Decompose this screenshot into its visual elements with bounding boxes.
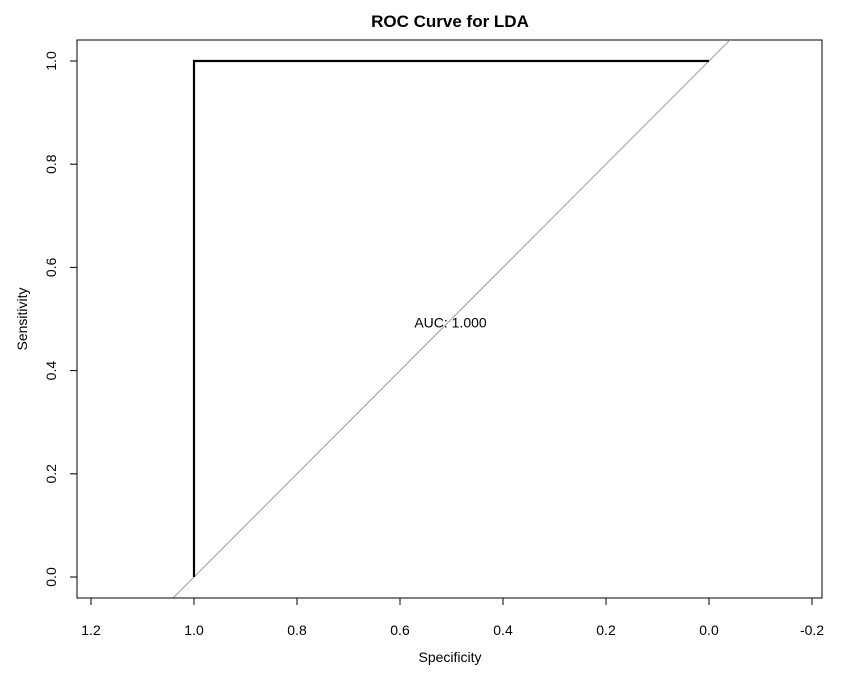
- y-axis-label: Sensitivity: [14, 287, 30, 350]
- y-tick-label: 0.2: [43, 464, 59, 484]
- y-tick-label: 0.0: [43, 567, 59, 587]
- y-tick-label: 0.6: [43, 257, 59, 277]
- auc-annotation: AUC: 1.000: [414, 314, 487, 330]
- x-tick-label: 1.2: [81, 622, 101, 638]
- roc-curve-line: [192, 59, 709, 577]
- x-tick-label: 0.2: [596, 622, 616, 638]
- y-tick-label: 0.4: [43, 361, 59, 381]
- x-tick-label: 0.6: [390, 622, 410, 638]
- series-layer: [192, 59, 709, 577]
- x-tick-label: 0.8: [287, 622, 307, 638]
- x-tick-label: 0.0: [699, 622, 719, 638]
- x-axis-label: Specificity: [418, 649, 481, 665]
- y-tick-label: 0.8: [43, 154, 59, 174]
- x-axis: 1.2 1.0 0.8 0.6 0.4 0.2 0.0 -0.2: [81, 597, 824, 638]
- reference-diagonal-line: [172, 39, 731, 599]
- y-tick-label: 1.0: [43, 51, 59, 71]
- x-tick-label: 0.4: [493, 622, 513, 638]
- y-axis: 0.0 0.2 0.4 0.6 0.8 1.0: [43, 51, 78, 587]
- reference-line-layer: [172, 39, 731, 599]
- x-tick-label: 1.0: [184, 622, 204, 638]
- annotation-layer: AUC: 1.000: [414, 314, 487, 330]
- chart-title: ROC Curve for LDA: [371, 12, 529, 31]
- x-tick-label: -0.2: [800, 622, 824, 638]
